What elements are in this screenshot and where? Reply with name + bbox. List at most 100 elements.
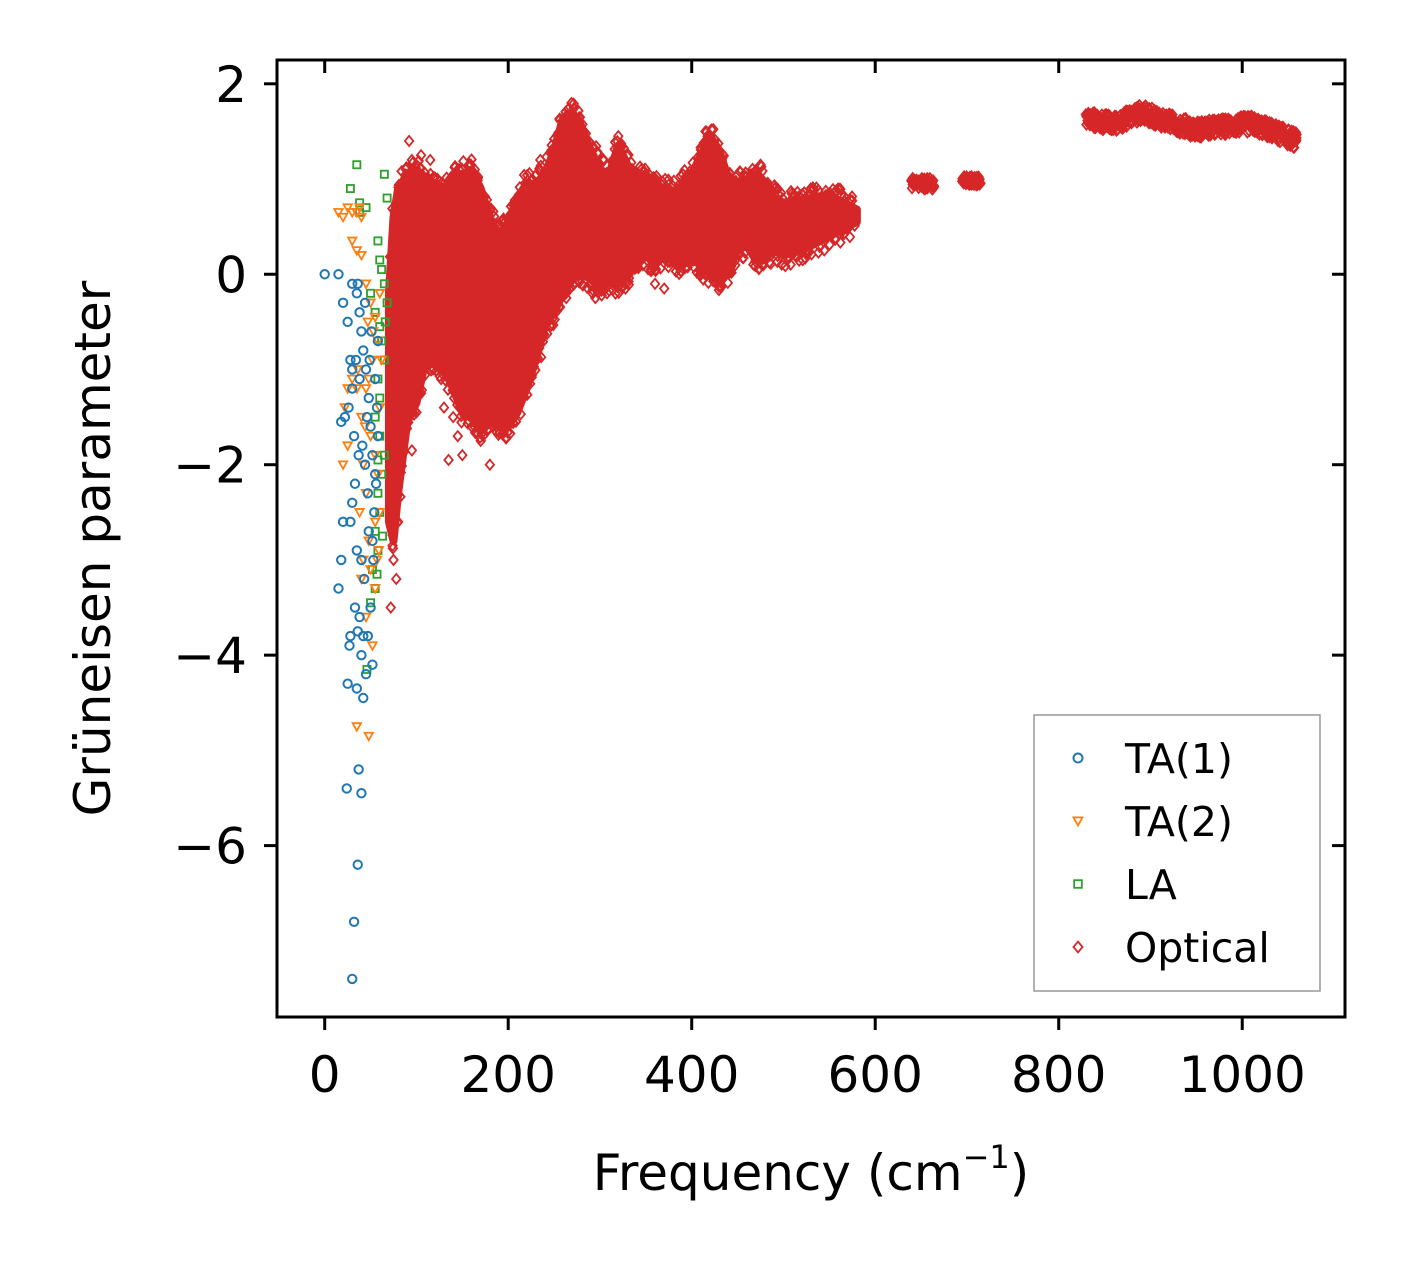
optical-point xyxy=(507,416,519,430)
ta1-point xyxy=(351,288,363,299)
ta1-point xyxy=(351,683,363,694)
optical-point xyxy=(518,168,530,182)
x-tick-label: 0 xyxy=(309,1046,341,1104)
optical-point xyxy=(546,312,558,326)
optical-point xyxy=(635,163,647,176)
legend-marker xyxy=(1071,816,1085,828)
optical-point xyxy=(668,174,680,188)
optical-point xyxy=(424,153,436,167)
optical-point xyxy=(534,153,546,167)
optical-point xyxy=(623,268,634,282)
optical-point xyxy=(438,401,450,415)
optical-point xyxy=(692,162,704,176)
legend-label: Optical xyxy=(1125,924,1270,972)
legend-marker xyxy=(1073,879,1083,889)
optical-point xyxy=(713,283,725,297)
optical-point xyxy=(507,210,519,224)
optical-point xyxy=(603,284,615,298)
optical-point xyxy=(415,148,427,162)
optical-point xyxy=(397,439,409,453)
optical-point xyxy=(535,350,547,364)
ta1-point xyxy=(372,430,384,442)
optical-point xyxy=(494,231,506,245)
y-tick-label: 0 xyxy=(215,246,247,304)
ta1-point xyxy=(344,640,355,651)
optical-point xyxy=(623,275,634,288)
data-markers xyxy=(319,96,1302,985)
ta2-point xyxy=(364,565,377,576)
optical-point xyxy=(722,276,734,290)
optical-point xyxy=(538,327,550,341)
optical-point xyxy=(741,174,753,188)
ta1-point xyxy=(367,535,378,547)
optical-point xyxy=(777,244,789,258)
optical-point xyxy=(552,132,564,146)
optical-point xyxy=(557,114,569,128)
ta2-point xyxy=(362,317,374,328)
optical-point xyxy=(466,167,477,181)
optical-point xyxy=(647,262,659,275)
optical-point xyxy=(615,140,627,154)
ta2-point xyxy=(351,722,363,733)
optical-point xyxy=(508,199,520,213)
optical-point xyxy=(386,249,397,263)
ta1-point xyxy=(360,668,372,680)
optical-point xyxy=(650,262,662,276)
optical-point xyxy=(549,313,561,326)
ta2-point xyxy=(341,441,354,452)
optical-point xyxy=(726,266,737,280)
ta1-point xyxy=(347,497,358,508)
optical-point xyxy=(789,196,800,210)
optical-point xyxy=(658,245,670,259)
ta2-point xyxy=(353,203,366,214)
la-point xyxy=(375,255,385,265)
optical-point xyxy=(824,238,835,252)
ta1-point xyxy=(369,373,381,385)
optical-point xyxy=(387,539,398,553)
optical-point xyxy=(845,193,856,207)
ta2-point xyxy=(373,546,385,557)
optical-point xyxy=(974,172,985,186)
optical-point xyxy=(531,179,543,192)
ta1-point xyxy=(362,488,374,499)
legend-marker xyxy=(1072,752,1084,764)
ta2-point xyxy=(360,384,372,395)
optical-point xyxy=(423,350,435,364)
optical-point xyxy=(475,434,487,448)
optical-point xyxy=(403,134,415,148)
ta1-point xyxy=(342,316,353,328)
ta2-point xyxy=(351,208,363,219)
legend: TA(1) TA(2) LA Optical xyxy=(1033,714,1321,992)
optical-point xyxy=(658,282,670,295)
optical-point xyxy=(785,258,796,272)
optical-point xyxy=(745,173,757,187)
x-axis-label: Frequency (cm−1) xyxy=(593,1138,1030,1202)
ta1-point xyxy=(361,411,373,423)
optical-point xyxy=(814,240,826,254)
optical-point xyxy=(580,127,592,140)
ta1-point xyxy=(336,416,347,428)
optical-point xyxy=(443,453,454,467)
ta1-point xyxy=(353,764,364,775)
ta2-point xyxy=(346,374,358,386)
ta1-point xyxy=(336,554,347,566)
optical-point xyxy=(651,169,662,183)
la-point xyxy=(382,298,392,308)
ta1-point xyxy=(359,459,371,470)
optical-point xyxy=(385,601,397,614)
optical-point xyxy=(522,372,533,386)
optical-point xyxy=(403,401,415,415)
optical-point xyxy=(393,178,405,192)
optical-point xyxy=(834,182,846,196)
optical-point xyxy=(529,363,541,377)
ta2-point xyxy=(366,641,379,652)
optical-point xyxy=(928,179,939,193)
optical-point xyxy=(548,132,560,146)
y-axis-label: Grüneisen parameter xyxy=(64,280,122,816)
optical-point xyxy=(650,250,662,264)
optical-point xyxy=(592,145,604,159)
ta1-point xyxy=(358,345,369,356)
la-point xyxy=(370,307,380,317)
x-tick-label: 600 xyxy=(828,1046,923,1104)
la-point xyxy=(379,450,389,460)
